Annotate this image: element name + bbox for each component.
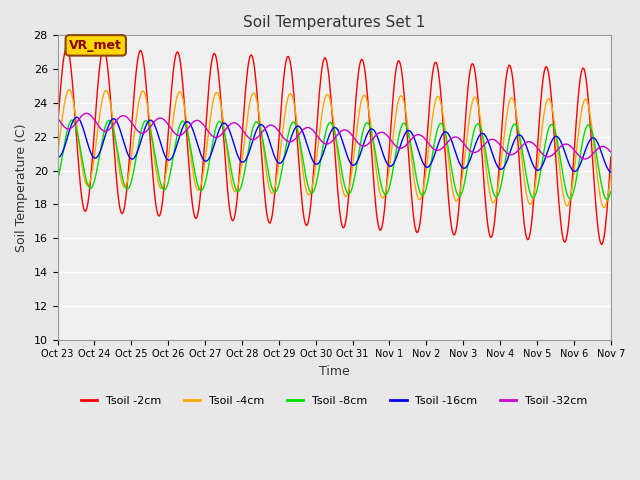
X-axis label: Time: Time — [319, 365, 349, 378]
Legend: Tsoil -2cm, Tsoil -4cm, Tsoil -8cm, Tsoil -16cm, Tsoil -32cm: Tsoil -2cm, Tsoil -4cm, Tsoil -8cm, Tsoi… — [76, 391, 592, 410]
Text: VR_met: VR_met — [69, 39, 122, 52]
Title: Soil Temperatures Set 1: Soil Temperatures Set 1 — [243, 15, 426, 30]
Y-axis label: Soil Temperature (C): Soil Temperature (C) — [15, 123, 28, 252]
